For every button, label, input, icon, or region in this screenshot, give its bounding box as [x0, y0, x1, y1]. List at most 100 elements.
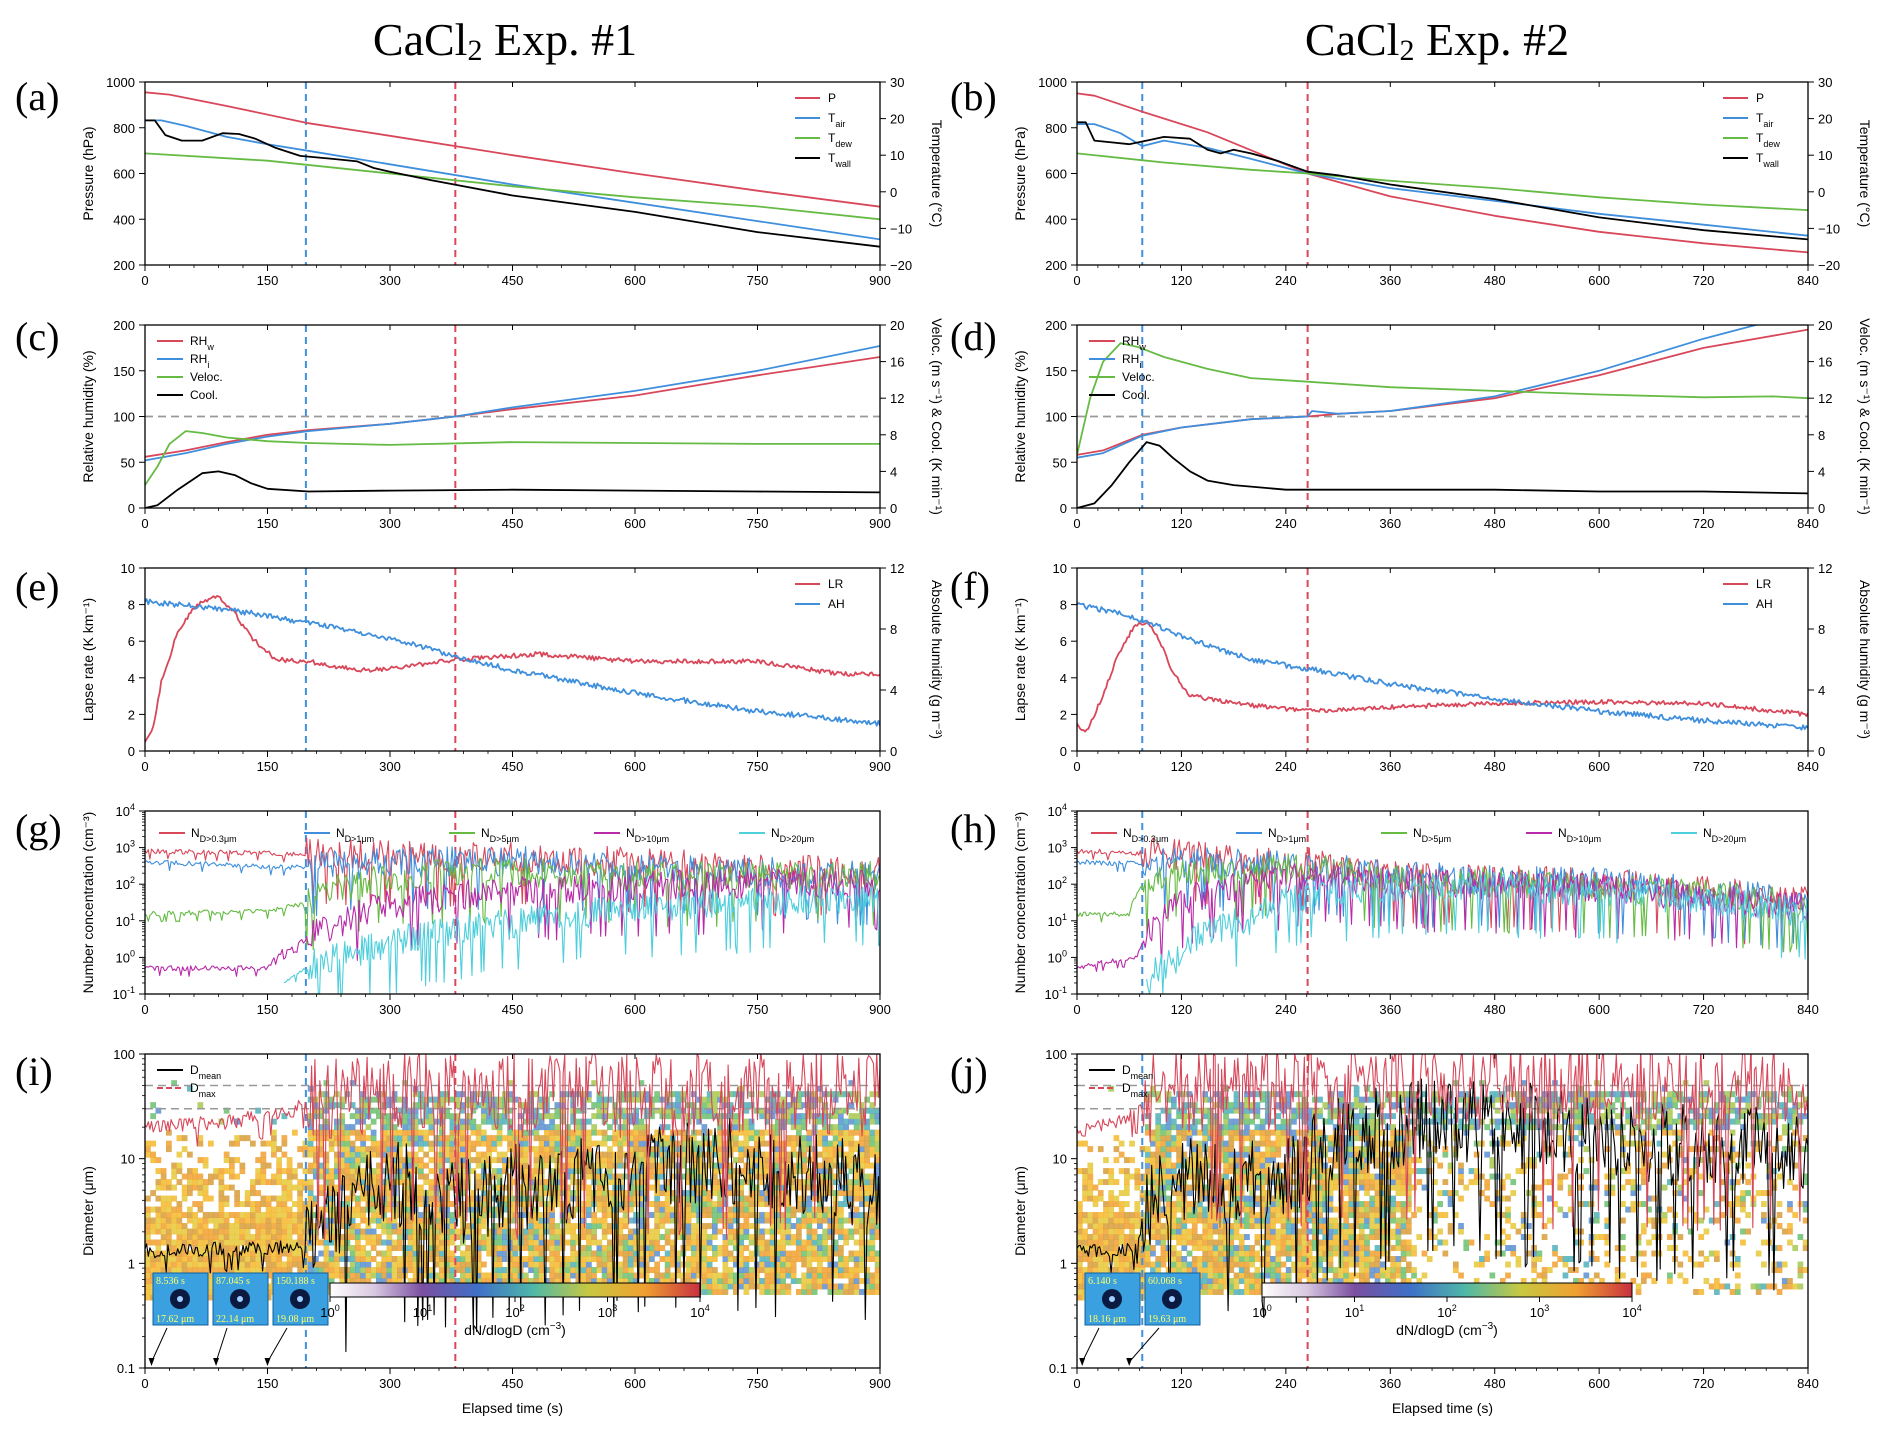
- y-tick-exp: 4: [1062, 802, 1067, 812]
- heatmap-cell: [848, 1256, 855, 1263]
- heatmap-cell: [780, 1277, 786, 1284]
- heatmap-cell: [843, 1272, 849, 1279]
- heatmap-cell: [643, 1096, 650, 1103]
- heatmap-cell: [160, 1212, 167, 1219]
- heatmap-cell: [738, 1261, 744, 1268]
- heatmap-cell: [360, 1228, 366, 1235]
- heatmap-cell: [297, 1261, 303, 1268]
- heatmap-cell: [780, 1212, 786, 1219]
- heatmap-cell: [339, 1151, 345, 1158]
- heatmap-cell: [785, 1201, 792, 1208]
- heatmap-cell: [549, 1173, 555, 1180]
- heatmap-cell: [549, 1261, 555, 1268]
- heatmap-cell: [265, 1206, 272, 1213]
- heatmap-cell: [769, 1140, 776, 1147]
- heatmap-cell: [465, 1272, 471, 1279]
- heatmap-cell: [418, 1168, 424, 1175]
- heatmap-cell: [759, 1201, 765, 1208]
- heatmap-cell: [286, 1179, 293, 1186]
- heatmap-cell: [717, 1162, 723, 1169]
- legend-label: ND>1μm: [1268, 826, 1306, 844]
- heatmap-cell: [486, 1245, 492, 1252]
- heatmap-cell: [386, 1102, 393, 1109]
- heatmap-cell: [391, 1162, 398, 1169]
- heatmap-cell: [512, 1277, 519, 1284]
- heatmap-cell: [733, 1261, 739, 1268]
- heatmap-cell: [775, 1135, 781, 1142]
- heatmap-cell: [192, 1168, 198, 1175]
- heatmap-cell: [738, 1223, 744, 1230]
- heatmap-cell: [691, 1261, 697, 1268]
- heatmap-cell: [397, 1140, 403, 1147]
- heatmap-cell: [349, 1113, 356, 1120]
- heatmap-cell: [596, 1217, 603, 1224]
- heatmap-cell: [412, 1151, 419, 1158]
- heatmap-cell: [633, 1212, 639, 1219]
- x-tick-label: 600: [624, 759, 646, 774]
- heatmap-cell: [859, 1288, 865, 1295]
- heatmap-cell: [601, 1223, 608, 1230]
- heatmap-cell: [874, 1162, 880, 1169]
- heatmap-cell: [817, 1206, 823, 1213]
- heatmap-cell: [176, 1206, 183, 1213]
- heatmap-cell: [591, 1124, 597, 1131]
- x-tick-label: 900: [869, 516, 891, 531]
- heatmap-cell: [827, 1288, 834, 1295]
- heatmap-cell: [260, 1168, 267, 1175]
- heatmap-cell: [391, 1261, 398, 1268]
- heatmap-cell: [748, 1173, 755, 1180]
- heatmap-cell: [218, 1179, 225, 1186]
- heatmap-cell: [349, 1234, 356, 1241]
- heatmap-cell: [475, 1179, 482, 1186]
- heatmap-cell: [591, 1266, 597, 1273]
- heatmap-cell: [643, 1239, 650, 1246]
- heatmap-cell: [544, 1245, 550, 1252]
- heatmap-cell: [706, 1096, 713, 1103]
- heatmap-cell: [549, 1223, 555, 1230]
- heatmap-cell: [334, 1272, 340, 1279]
- heatmap-cell: [323, 1250, 330, 1257]
- heatmap-cell: [202, 1234, 209, 1241]
- heatmap-cell: [622, 1206, 629, 1213]
- heatmap-cell: [460, 1239, 466, 1246]
- heatmap-cell: [869, 1228, 876, 1235]
- heatmap-cell: [234, 1173, 240, 1180]
- heatmap-cell: [538, 1201, 545, 1208]
- heatmap-cell: [806, 1184, 813, 1191]
- plot-area-a: [145, 82, 880, 265]
- heatmap-cell: [775, 1118, 781, 1125]
- heatmap-cell: [418, 1277, 424, 1284]
- heatmap-cell: [738, 1146, 744, 1153]
- x-tick-label: 0: [141, 516, 148, 531]
- heatmap-cell: [869, 1184, 876, 1191]
- heatmap-cell: [706, 1190, 713, 1197]
- heatmap-cell: [633, 1096, 639, 1103]
- heatmap-cell: [586, 1256, 592, 1263]
- heatmap-cell: [460, 1140, 466, 1147]
- heatmap-cell: [691, 1250, 697, 1257]
- heatmap-cell: [318, 1239, 324, 1246]
- heatmap-cell: [817, 1234, 823, 1241]
- heatmap-cell: [775, 1162, 781, 1169]
- heatmap-cell: [328, 1190, 335, 1197]
- heatmap-cell: [607, 1168, 613, 1175]
- heatmap-cell: [381, 1239, 387, 1246]
- heatmap-cell: [554, 1113, 561, 1120]
- y2-tick-label: 0: [890, 501, 897, 516]
- heatmap-cell: [507, 1107, 513, 1114]
- heatmap-cell: [738, 1190, 744, 1197]
- heatmap-cell: [570, 1129, 576, 1136]
- heatmap-cell: [328, 1272, 335, 1279]
- heatmap-cell: [775, 1212, 781, 1219]
- heatmap-cell: [449, 1157, 456, 1164]
- heatmap-cell: [444, 1140, 450, 1147]
- legend-label: Tdew: [828, 131, 852, 149]
- heatmap-cell: [250, 1234, 256, 1241]
- heatmap-cell: [754, 1157, 760, 1164]
- heatmap-cell: [533, 1234, 540, 1241]
- heatmap-cell: [649, 1234, 655, 1241]
- heatmap-cell: [859, 1212, 865, 1219]
- heatmap-cell: [586, 1239, 592, 1246]
- heatmap-cell: [759, 1212, 765, 1219]
